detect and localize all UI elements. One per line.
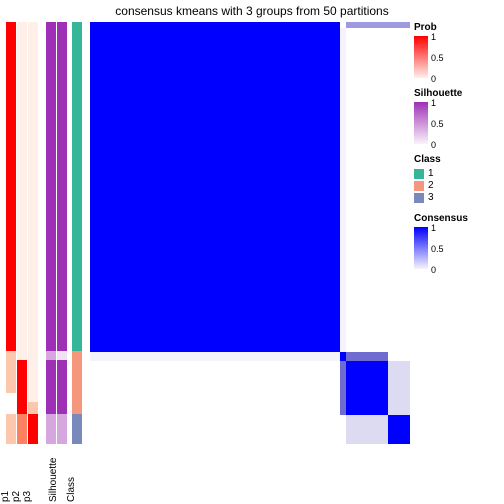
- legend-item: 3: [414, 192, 500, 203]
- annot-segment: [17, 22, 27, 360]
- heatmap-block: [90, 28, 340, 352]
- heatmap-block: [388, 361, 410, 415]
- annot-col-Silhouette: [46, 22, 56, 444]
- annot-segment: [57, 22, 67, 351]
- x-axis-label: p3: [22, 491, 33, 502]
- legend-consensus: Consensus10.50: [414, 213, 500, 269]
- legend-tick: 0: [431, 266, 436, 275]
- heatmap-block: [346, 352, 388, 360]
- legend-item: 1: [414, 168, 500, 179]
- legend-tick: 0.5: [431, 120, 444, 129]
- annot-col-p3: [28, 22, 38, 444]
- annot-segment: [28, 22, 38, 402]
- plot-title: consensus kmeans with 3 groups from 50 p…: [0, 4, 504, 18]
- annot-segment: [57, 414, 67, 444]
- annot-segment: [6, 22, 16, 351]
- legend-gradient-bar: [414, 102, 428, 144]
- annot-segment: [6, 414, 16, 444]
- annot-segment: [6, 351, 16, 393]
- legend-panel: Prob10.50Silhouette10.50Class123Consensu…: [414, 22, 500, 279]
- heatmap-block: [388, 415, 410, 444]
- annot-col-Class: [72, 22, 82, 444]
- legend-label: 1: [428, 168, 434, 179]
- legend-tick: 0: [431, 75, 436, 84]
- legend-gradient-bar: [414, 36, 428, 78]
- annot-col-p1: [6, 22, 16, 444]
- legend-silhouette: Silhouette10.50: [414, 88, 500, 144]
- annot-col-p2: [17, 22, 27, 444]
- legend-tick: 1: [431, 33, 436, 42]
- annotation-columns: [6, 22, 84, 444]
- annot-segment: [6, 393, 16, 414]
- legend-label: 3: [428, 192, 434, 203]
- legend-class: Class 123: [414, 154, 500, 203]
- heatmap-block: [340, 28, 346, 352]
- legend-item: 2: [414, 180, 500, 191]
- legend-swatch: [414, 169, 424, 179]
- legend-swatch: [414, 193, 424, 203]
- annot-segment: [72, 351, 82, 414]
- annot-segment: [28, 402, 38, 415]
- heatmap-block: [346, 415, 388, 444]
- legend-tick: 0: [431, 141, 436, 150]
- legend-swatch: [414, 181, 424, 191]
- annot-segment: [46, 360, 56, 415]
- annot-segment: [72, 22, 82, 351]
- heatmap-matrix: [90, 28, 410, 444]
- heatmap-block: [346, 361, 388, 415]
- legend-tick: 0.5: [431, 245, 444, 254]
- consensus-heatmap: [90, 22, 410, 444]
- annot-segment: [46, 351, 56, 359]
- x-axis-label: p2: [11, 491, 22, 502]
- heatmap-block: [90, 352, 340, 360]
- legend-title: Class: [414, 154, 500, 165]
- annot-segment: [46, 22, 56, 351]
- legend-prob: Prob10.50: [414, 22, 500, 78]
- legend-tick: 1: [431, 99, 436, 108]
- x-axis-label: Silhouette: [48, 458, 59, 502]
- annot-segment: [72, 414, 82, 444]
- legend-gradient-bar: [414, 227, 428, 269]
- annot-segment: [17, 414, 27, 444]
- annot-col-sil2: [57, 22, 67, 444]
- annot-segment: [57, 351, 67, 359]
- legend-title: Prob: [414, 22, 500, 33]
- x-axis-label: p1: [0, 491, 11, 502]
- annot-segment: [28, 414, 38, 444]
- legend-title: Consensus: [414, 213, 500, 224]
- annot-segment: [17, 360, 27, 415]
- annot-segment: [46, 414, 56, 444]
- annot-segment: [57, 360, 67, 415]
- legend-label: 2: [428, 180, 434, 191]
- x-axis-label: Class: [66, 477, 77, 502]
- legend-tick: 1: [431, 224, 436, 233]
- legend-tick: 0.5: [431, 54, 444, 63]
- legend-title: Silhouette: [414, 88, 500, 99]
- column-axis-labels: p1p2p3SilhouetteClass: [6, 446, 84, 502]
